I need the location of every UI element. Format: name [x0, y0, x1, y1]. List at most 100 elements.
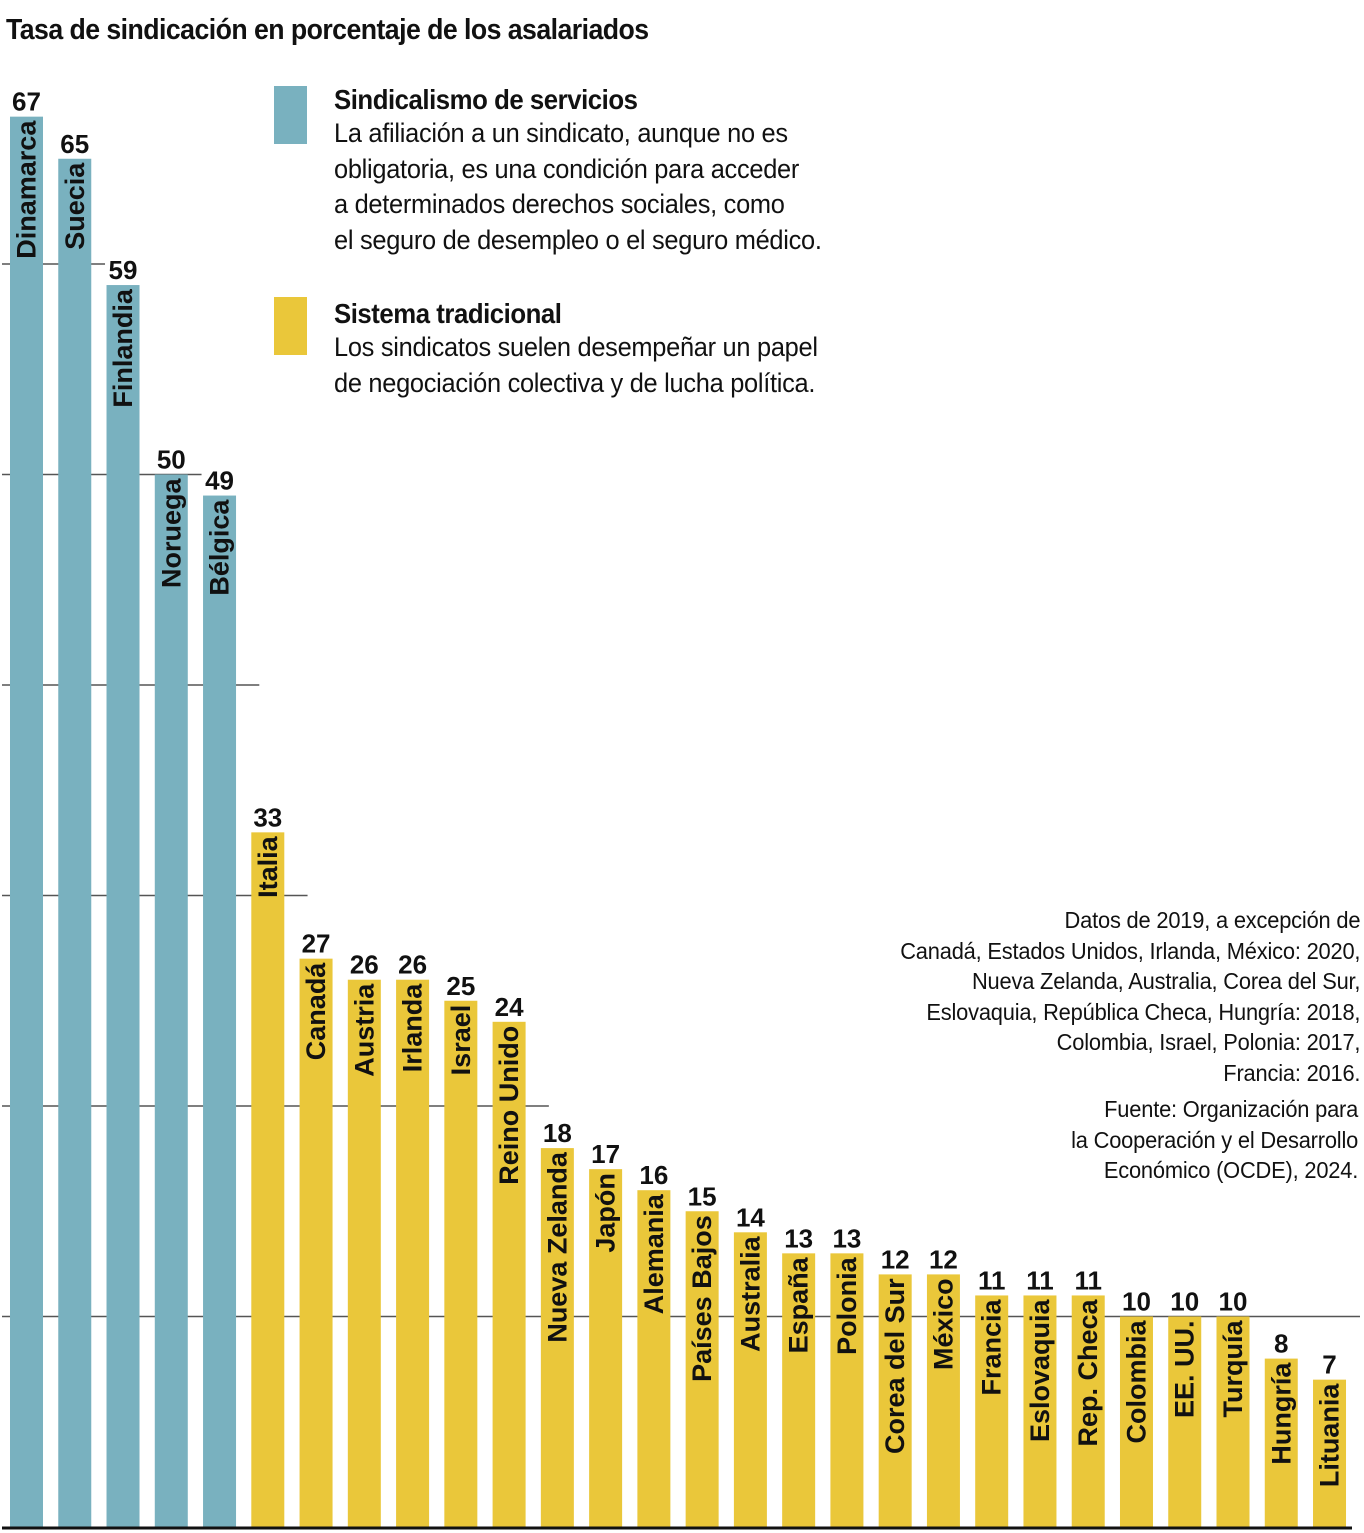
bar-26 [1264, 1358, 1298, 1527]
category-label: Austria [349, 983, 379, 1077]
value-label: 25 [446, 971, 475, 1001]
value-label: 59 [109, 255, 138, 285]
bar-24 [1168, 1316, 1202, 1527]
legend-description-tradicional: Los sindicatos suelen desempeñar un pape… [334, 330, 818, 401]
category-label: Alemania [639, 1193, 669, 1314]
category-label: EE. UU. [1170, 1321, 1200, 1419]
value-label-background [1166, 1286, 1203, 1315]
category-label: Finlandia [108, 288, 138, 407]
category-label: Turquía [1218, 1320, 1248, 1418]
value-label: 49 [205, 466, 234, 496]
value-label: 10 [1219, 1287, 1248, 1317]
value-label-background [1070, 1265, 1107, 1294]
value-label-background [925, 1244, 962, 1273]
legend-description-servicios: La afiliación a un sindicato, aunque no … [334, 116, 822, 258]
category-label: Eslovaquia [1025, 1298, 1055, 1442]
value-label: 50 [157, 445, 186, 475]
note-line: Nueva Zelanda, Australia, Corea del Sur, [971, 968, 1361, 994]
category-label: Países Bajos [687, 1215, 717, 1382]
legend-desc-line: a determinados derechos sociales, como [334, 189, 785, 219]
value-label-background [442, 970, 479, 999]
note-line: Canadá, Estados Unidos, Irlanda, México:… [899, 937, 1360, 964]
value-label: 11 [978, 1265, 1006, 1295]
legend-title-servicios: Sindicalismo de servicios [334, 84, 638, 115]
value-label-background [780, 1223, 817, 1252]
category-label: Canadá [301, 962, 331, 1061]
value-label: 24 [495, 992, 524, 1022]
category-label: Rep. Checa [1073, 1298, 1103, 1446]
value-label-background [877, 1244, 914, 1273]
data-note: Datos de 2019, a excepción de Canadá, Es… [900, 905, 1360, 1088]
value-label: 10 [1170, 1287, 1199, 1317]
value-label: 13 [832, 1223, 861, 1253]
bar-18 [878, 1274, 912, 1527]
value-label-background [973, 1265, 1010, 1294]
legend-desc-line: obligatoria, es una condición para acced… [334, 153, 800, 184]
value-label: 65 [60, 129, 89, 159]
category-label: Hungría [1266, 1362, 1296, 1465]
bar-14 [685, 1211, 719, 1527]
bar-15 [733, 1232, 767, 1527]
legend-title-tradicional: Sistema tradicional [334, 298, 562, 329]
value-label: 11 [1074, 1265, 1102, 1295]
value-label-background [1319, 1349, 1341, 1378]
note-line: Datos de 2019, a excepción de [1064, 907, 1360, 933]
legend-desc-line: el seguro de desempleo o el seguro médic… [334, 224, 822, 255]
value-label: 10 [1122, 1287, 1151, 1317]
category-label: Corea del Sur [880, 1278, 910, 1454]
category-label: Israel [446, 1005, 476, 1076]
legend-swatch-tradicional [274, 297, 307, 355]
value-label-background [56, 128, 93, 157]
value-label: 27 [302, 929, 331, 959]
value-label-background [1270, 1328, 1292, 1357]
value-label: 8 [1274, 1329, 1288, 1359]
value-label-background [1215, 1286, 1251, 1315]
value-label-background [394, 949, 431, 978]
legend-desc-line: Los sindicatos suelen desempeñar un pape… [334, 332, 818, 362]
value-label-background [1021, 1265, 1058, 1294]
category-label: Australia [735, 1235, 765, 1352]
bar-13 [637, 1190, 671, 1527]
bar-12 [589, 1169, 623, 1527]
bar-6 [299, 958, 333, 1527]
bar-1 [58, 158, 92, 1527]
bar-23 [1119, 1316, 1153, 1527]
category-label: Francia [977, 1298, 1007, 1395]
category-label: Italia [253, 835, 283, 898]
value-label-background [249, 802, 286, 831]
value-label-background [298, 928, 335, 957]
value-label-background [153, 444, 190, 473]
bar-21 [1023, 1295, 1057, 1527]
bar-8 [396, 979, 430, 1527]
legend-swatch-servicios [274, 86, 307, 144]
source-note: Fuente: Organización para la Cooperación… [1071, 1094, 1358, 1186]
value-label: 17 [591, 1139, 620, 1169]
value-label-background [539, 1118, 576, 1147]
value-label: 14 [736, 1202, 765, 1232]
value-label: 16 [639, 1160, 668, 1190]
value-label-background [201, 465, 238, 494]
bar-4 [203, 495, 237, 1527]
category-label: Noruega [156, 478, 186, 589]
value-label-background [105, 255, 142, 284]
value-label: 12 [881, 1244, 910, 1274]
bar-10 [492, 1021, 526, 1527]
category-label: Japón [591, 1173, 621, 1253]
bar-16 [782, 1253, 816, 1527]
category-label: Bélgica [205, 499, 235, 596]
value-label: 67 [12, 87, 41, 117]
category-label: España [784, 1256, 814, 1353]
bar-25 [1216, 1316, 1250, 1527]
note-line: Eslovaquia, República Checa, Hungría: 20… [926, 998, 1360, 1025]
value-label-background [491, 991, 528, 1020]
value-label-background [1118, 1286, 1155, 1315]
value-label-background [587, 1139, 624, 1168]
bar-0 [10, 116, 43, 1527]
value-label: 7 [1322, 1350, 1336, 1380]
bar-11 [540, 1148, 574, 1527]
category-label: Colombia [1121, 1320, 1151, 1444]
category-label: México [928, 1278, 958, 1370]
value-label: 15 [688, 1181, 717, 1211]
